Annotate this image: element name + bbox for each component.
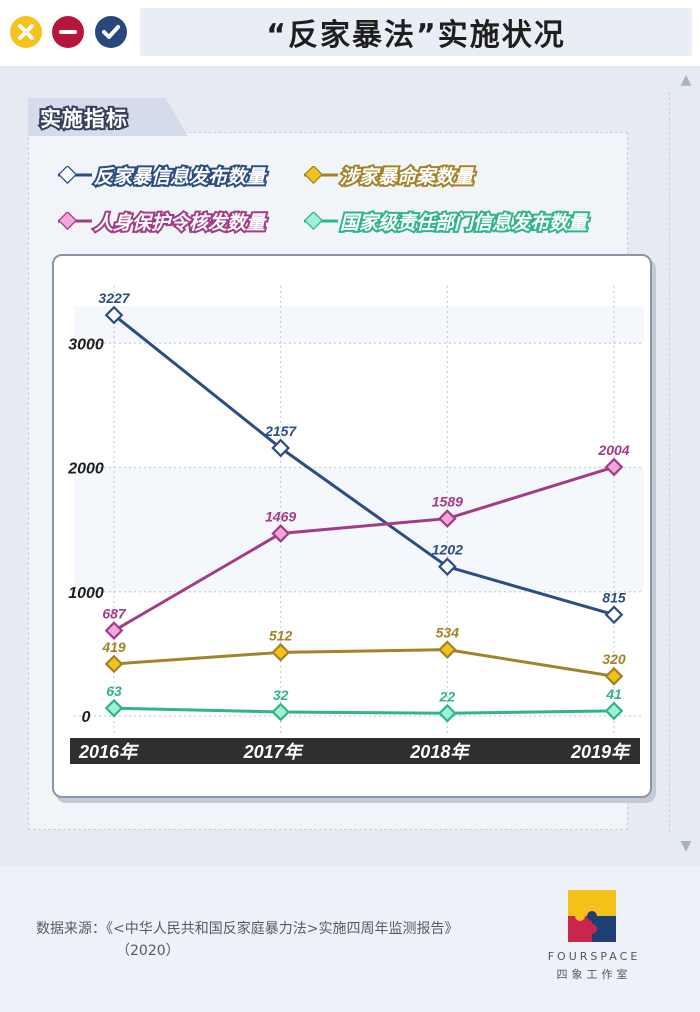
data-label: 687 [102, 606, 127, 622]
legend-label: 国家级责任部门信息发布数量 [338, 210, 589, 236]
data-point [104, 305, 124, 325]
series-line [113, 465, 615, 632]
series-line [113, 706, 615, 715]
check-icon[interactable] [95, 16, 127, 48]
data-point [604, 605, 624, 625]
data-label: 815 [602, 590, 626, 606]
y-tick-label: 1000 [68, 585, 104, 602]
logo-subtitle: 四象工作室 [556, 968, 632, 981]
legend-item: 国家级责任部门信息发布数量 [304, 208, 624, 236]
chart-card: 0 1000 2000 3000 2016年 2017年 2018年 2019年 3227 215… [52, 254, 652, 798]
scroll-down-icon[interactable]: ▼ [680, 838, 692, 854]
data-point [271, 438, 291, 458]
data-label: 2004 [597, 442, 629, 458]
legend-marker-icon [304, 212, 338, 230]
data-label: 63 [106, 683, 122, 699]
x-tick-label: 2017年 [243, 742, 305, 762]
data-label: 1469 [265, 508, 296, 524]
page-title: “反家暴法”实施状况 [266, 18, 566, 53]
panel-tab [28, 98, 188, 136]
data-label: 32 [273, 687, 289, 703]
data-point [271, 524, 291, 543]
data-point [437, 640, 457, 659]
legend-marker-icon [304, 166, 338, 184]
legend-item: 涉家暴命案数量 [304, 162, 504, 190]
data-label: 534 [436, 625, 460, 641]
title-box: “反家暴法”实施状况 [140, 8, 692, 56]
legend-item: 反家暴信息发布数量 [58, 162, 298, 190]
grid-band [74, 467, 644, 592]
scroll-up-icon[interactable]: ▲ [680, 72, 692, 88]
data-point [604, 457, 624, 477]
series-line [113, 313, 615, 617]
data-label: 22 [439, 688, 456, 704]
source-line: 数据来源：《<中华人民共和国反家庭暴力法>实施四周年监测报告》 [36, 921, 459, 937]
close-icon[interactable] [10, 16, 42, 48]
data-point [104, 654, 124, 674]
minimize-icon[interactable] [52, 16, 84, 48]
legend-marker-icon [58, 212, 92, 230]
data-point [271, 702, 291, 722]
data-point [437, 703, 457, 723]
legend-label: 反家暴信息发布数量 [92, 164, 267, 190]
x-tick-label: 2018年 [409, 742, 471, 762]
data-point [104, 621, 124, 640]
data-point [271, 643, 291, 662]
panel-tab-label: 实施指标 [38, 105, 129, 133]
legend-label: 人身保护令核发数量 [92, 210, 267, 236]
x-tick-label: 2019年 [570, 742, 632, 762]
legend-label: 涉家暴命案数量 [338, 164, 475, 190]
data-label: 41 [605, 686, 622, 702]
data-label: 512 [269, 627, 293, 643]
legend-marker-icon [58, 166, 92, 184]
data-label: 3227 [98, 290, 130, 306]
data-point [604, 701, 624, 721]
data-label: 320 [602, 651, 626, 667]
scrollbar-track[interactable] [669, 92, 700, 832]
logo-name: FOURSPACE [547, 950, 641, 963]
y-tick-label: 2000 [67, 461, 104, 478]
data-point [437, 509, 457, 528]
y-tick-label: 3000 [68, 336, 104, 353]
data-point [104, 698, 124, 718]
data-point [604, 666, 624, 686]
grid-band [74, 306, 644, 344]
data-source: 数据来源：《<中华人民共和国反家庭暴力法>实施四周年监测报告》 （2020） [36, 918, 458, 962]
title-bar: “反家暴法”实施状况 [0, 0, 700, 66]
data-label: 419 [101, 639, 126, 655]
x-axis-band [70, 738, 640, 764]
foursquare-logo-icon [568, 890, 616, 942]
data-point [437, 557, 457, 576]
data-label: 1589 [432, 494, 463, 510]
data-label: 1202 [432, 542, 463, 558]
x-tick-label: 2016年 [78, 742, 140, 762]
source-year: （2020） [116, 943, 180, 959]
line-chart: 0 1000 2000 3000 2016年 2017年 2018年 2019年 3227 215… [67, 286, 644, 764]
data-label: 2157 [264, 423, 297, 439]
legend-item: 人身保护令核发数量 [58, 208, 298, 236]
series-line [113, 648, 615, 678]
y-tick-label: 0 [82, 709, 91, 726]
